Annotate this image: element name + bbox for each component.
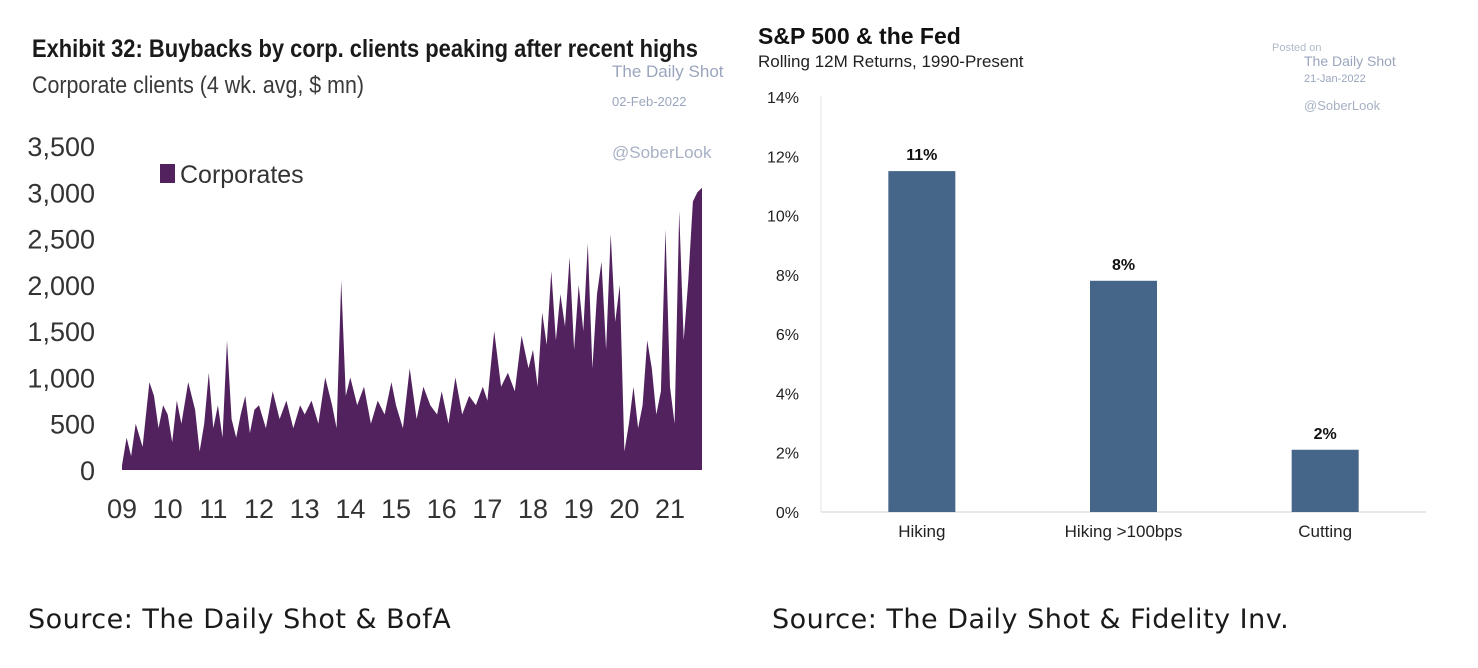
- legend-label-corporates: Corporates: [180, 161, 304, 189]
- right-watermark-handle: @SoberLook: [1304, 98, 1381, 113]
- left-x-tick-label: 15: [381, 494, 411, 524]
- left-x-tick-label: 14: [335, 494, 365, 524]
- bar-cutting: [1291, 449, 1359, 512]
- bar-data-label: 2%: [1314, 426, 1337, 443]
- left-y-tick-label: 2,500: [27, 225, 95, 255]
- left-y-tick-label: 500: [50, 410, 95, 440]
- right-y-tick-label: 0%: [776, 505, 799, 522]
- buybacks-chart-panel: Exhibit 32: Buybacks by corp. clients pe…: [0, 0, 735, 668]
- right-watermark-site: The Daily Shot: [1304, 53, 1396, 69]
- left-x-tick-label: 18: [518, 494, 548, 524]
- legend-swatch-corporates: [160, 164, 175, 183]
- left-chart-title: Exhibit 32: Buybacks by corp. clients pe…: [32, 35, 698, 63]
- corporates-area-series: [122, 187, 702, 470]
- right-chart-subtitle: Rolling 12M Returns, 1990-Present: [758, 52, 1024, 71]
- left-x-tick-label: 19: [564, 494, 594, 524]
- right-y-tick-label: 12%: [767, 149, 799, 166]
- right-y-tick-label: 10%: [767, 209, 799, 226]
- left-x-tick-label: 11: [199, 494, 227, 524]
- left-x-tick-label: 12: [244, 494, 274, 524]
- left-watermark-date: 02-Feb-2022: [612, 94, 686, 109]
- left-source-note: Source: The Daily Shot & BofA: [28, 604, 452, 635]
- left-x-tick-label: 16: [427, 494, 457, 524]
- left-x-tick-label: 13: [290, 494, 320, 524]
- right-source-note: Source: The Daily Shot & Fidelity Inv.: [772, 604, 1290, 635]
- left-y-tick-label: 1,500: [27, 317, 95, 347]
- bar-hiking-100bps: [1090, 280, 1157, 512]
- right-y-tick-label: 8%: [776, 268, 799, 285]
- bar-data-label: 11%: [906, 147, 937, 164]
- bar-hiking: [888, 171, 956, 512]
- left-y-tick-label: 3,500: [27, 132, 95, 162]
- right-y-tick-label: 14%: [767, 90, 799, 107]
- left-x-tick-label: 20: [609, 494, 639, 524]
- left-x-tick-label: 21: [655, 494, 685, 524]
- left-x-tick-label: 10: [153, 494, 183, 524]
- sp500-fed-chart-panel: S&P 500 & the Fed Rolling 12M Returns, 1…: [738, 0, 1478, 668]
- right-y-tick-label: 2%: [776, 446, 799, 463]
- right-x-category-label: Hiking: [898, 522, 945, 541]
- left-y-tick-label: 3,000: [27, 178, 95, 208]
- left-chart-subtitle: Corporate clients (4 wk. avg, $ mn): [32, 72, 364, 99]
- left-watermark-site: The Daily Shot: [612, 62, 724, 81]
- left-x-tick-label: 09: [107, 494, 137, 524]
- right-chart-title: S&P 500 & the Fed: [758, 23, 961, 49]
- right-watermark-date: 21-Jan-2022: [1304, 73, 1366, 85]
- right-y-tick-label: 4%: [776, 386, 799, 403]
- right-x-category-label: Cutting: [1298, 522, 1352, 541]
- sp500-fed-bar-chart: S&P 500 & the Fed Rolling 12M Returns, 1…: [758, 23, 1426, 541]
- left-y-tick-label: 0: [80, 456, 95, 486]
- right-y-tick-label: 6%: [776, 327, 799, 344]
- bar-data-label: 8%: [1112, 257, 1135, 274]
- right-watermark-posted: Posted on: [1272, 42, 1322, 54]
- left-y-tick-label: 2,000: [27, 271, 95, 301]
- left-watermark-handle: @SoberLook: [612, 143, 712, 162]
- left-x-tick-label: 17: [472, 494, 502, 524]
- buybacks-area-chart: Exhibit 32: Buybacks by corp. clients pe…: [27, 35, 724, 524]
- right-x-category-label: Hiking >100bps: [1065, 522, 1183, 541]
- left-y-tick-label: 1,000: [27, 363, 95, 393]
